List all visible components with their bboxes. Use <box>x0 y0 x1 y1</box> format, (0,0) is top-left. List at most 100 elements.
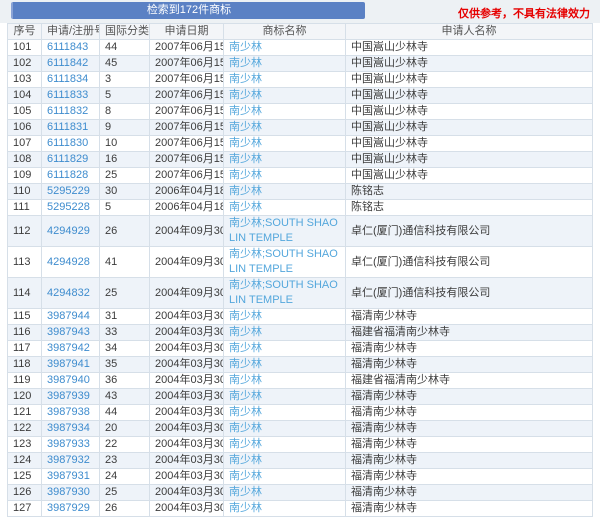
cell-applicant: 中国嵩山少林寺 <box>345 39 593 56</box>
cell-cls: 24 <box>99 468 150 485</box>
reg-number-link[interactable]: 3987940 <box>47 374 90 386</box>
mark-name-link[interactable]: 南少林 <box>229 470 262 482</box>
cell-mark: 南少林 <box>223 55 346 72</box>
cell-no: 127 <box>7 500 42 517</box>
reg-number-link[interactable]: 3987942 <box>47 342 90 354</box>
reg-number-link[interactable]: 3987939 <box>47 390 90 402</box>
result-count-banner: 检索到172件商标 <box>11 2 365 19</box>
mark-name-link[interactable]: 南少林;SOUTH SHAOLIN TEMPLE <box>229 248 338 275</box>
reg-number-link[interactable]: 3987938 <box>47 406 90 418</box>
table-row: 103 6111834 32007年06月15日南少林 中国嵩山少林寺 <box>7 71 593 88</box>
reg-number-link[interactable]: 6111828 <box>47 169 89 181</box>
table-row: 119 3987940 362004年03月30日南少林 福建省福清南少林寺 <box>7 372 593 389</box>
cell-applicant: 福建省福清南少林寺 <box>345 324 593 341</box>
reg-number-link[interactable]: 6111829 <box>47 153 89 165</box>
column-header-reg: 申请/注册号 <box>41 23 100 40</box>
cell-mark: 南少林 <box>223 484 346 501</box>
mark-name-link[interactable]: 南少林 <box>229 105 262 117</box>
reg-number-link[interactable]: 4294832 <box>47 286 90 299</box>
mark-name-link[interactable]: 南少林 <box>229 185 262 197</box>
table-row: 118 3987941 352004年03月30日南少林 福清南少林寺 <box>7 356 593 373</box>
cell-mark: 南少林 <box>223 436 346 453</box>
reg-number-link[interactable]: 3987933 <box>47 438 90 450</box>
mark-name-link[interactable]: 南少林 <box>229 73 262 85</box>
mark-name-link[interactable]: 南少林 <box>229 358 262 370</box>
cell-applicant: 中国嵩山少林寺 <box>345 103 593 120</box>
mark-name-link[interactable]: 南少林 <box>229 406 262 418</box>
mark-name-link[interactable]: 南少林 <box>229 486 262 498</box>
reg-number-link[interactable]: 6111842 <box>47 57 89 69</box>
reg-number-link[interactable]: 3987941 <box>47 358 90 370</box>
mark-name-link[interactable]: 南少林 <box>229 326 262 338</box>
reg-number-link[interactable]: 6111833 <box>47 89 89 101</box>
mark-name-link[interactable]: 南少林 <box>229 201 262 213</box>
cell-reg: 6111831 <box>41 119 100 136</box>
reg-number-link[interactable]: 4294928 <box>47 255 90 268</box>
mark-name-link[interactable]: 南少林 <box>229 438 262 450</box>
mark-name-link[interactable]: 南少林;SOUTH SHAOLIN TEMPLE <box>229 279 338 306</box>
reg-number-link[interactable]: 3987931 <box>47 470 90 482</box>
cell-date: 2004年03月30日 <box>149 308 224 325</box>
reg-number-link[interactable]: 6111843 <box>47 41 89 53</box>
mark-name-link[interactable]: 南少林 <box>229 57 262 69</box>
mark-name-link[interactable]: 南少林 <box>229 153 262 165</box>
reg-number-link[interactable]: 5295228 <box>47 201 90 213</box>
table-row: 121 3987938 442004年03月30日南少林 福清南少林寺 <box>7 404 593 421</box>
mark-name-link[interactable]: 南少林 <box>229 89 262 101</box>
cell-mark: 南少林 <box>223 372 346 389</box>
cell-no: 105 <box>7 103 42 120</box>
cell-reg: 3987940 <box>41 372 100 389</box>
mark-name-link[interactable]: 南少林 <box>229 374 262 386</box>
reg-number-link[interactable]: 6111834 <box>47 73 89 85</box>
cell-cls: 26 <box>99 500 150 517</box>
reg-number-link[interactable]: 6111831 <box>47 121 89 133</box>
reg-number-link[interactable]: 3987930 <box>47 486 90 498</box>
mark-name-link[interactable]: 南少林 <box>229 454 262 466</box>
reg-number-link[interactable]: 3987929 <box>47 502 90 514</box>
cell-no: 119 <box>7 372 42 389</box>
cell-applicant: 卓仁(厦门)通信科技有限公司 <box>345 277 593 309</box>
mark-name-link[interactable]: 南少林 <box>229 121 262 133</box>
reg-number-link[interactable]: 6111832 <box>47 105 89 117</box>
cell-applicant: 中国嵩山少林寺 <box>345 87 593 104</box>
reg-number-link[interactable]: 6111830 <box>47 137 89 149</box>
mark-name-link[interactable]: 南少林 <box>229 422 262 434</box>
mark-name-link[interactable]: 南少林;SOUTH SHAOLIN TEMPLE <box>229 217 338 244</box>
cell-reg: 3987931 <box>41 468 100 485</box>
column-header-cls: 国际分类 <box>99 23 150 40</box>
table-row: 123 3987933 222004年03月30日南少林 福清南少林寺 <box>7 436 593 453</box>
mark-name-link[interactable]: 南少林 <box>229 310 262 322</box>
cell-cls: 33 <box>99 324 150 341</box>
table-row: 120 3987939 432004年03月30日南少林 福清南少林寺 <box>7 388 593 405</box>
cell-no: 104 <box>7 87 42 104</box>
cell-date: 2004年03月30日 <box>149 420 224 437</box>
cell-cls: 41 <box>99 246 150 278</box>
column-header-no: 序号 <box>7 23 42 40</box>
reg-number-link[interactable]: 3987934 <box>47 422 90 434</box>
mark-name-link[interactable]: 南少林 <box>229 502 262 514</box>
reg-number-link[interactable]: 3987944 <box>47 310 90 322</box>
cell-reg: 6111829 <box>41 151 100 168</box>
cell-reg: 6111834 <box>41 71 100 88</box>
cell-cls: 20 <box>99 420 150 437</box>
mark-name-link[interactable]: 南少林 <box>229 41 262 53</box>
mark-name-link[interactable]: 南少林 <box>229 169 262 181</box>
cell-mark: 南少林 <box>223 324 346 341</box>
cell-cls: 45 <box>99 55 150 72</box>
mark-name-link[interactable]: 南少林 <box>229 390 262 402</box>
reg-number-link[interactable]: 4294929 <box>47 224 90 237</box>
cell-applicant: 中国嵩山少林寺 <box>345 151 593 168</box>
cell-no: 125 <box>7 468 42 485</box>
cell-date: 2006年04月18日 <box>149 183 224 200</box>
mark-name-link[interactable]: 南少林 <box>229 137 262 149</box>
cell-mark: 南少林 <box>223 420 346 437</box>
reg-number-link[interactable]: 3987943 <box>47 326 90 338</box>
reg-number-link[interactable]: 5295229 <box>47 185 90 197</box>
results-table: 序号 申请/注册号 国际分类 申请日期 商标名称 申请人名称 101 6111843 44 20… <box>7 23 593 517</box>
reg-number-link[interactable]: 3987932 <box>47 454 90 466</box>
mark-name-link[interactable]: 南少林 <box>229 342 262 354</box>
top-bar: 检索到172件商标 仅供参考，不具有法律效力 <box>0 0 600 23</box>
cell-applicant: 福清南少林寺 <box>345 420 593 437</box>
cell-mark: 南少林 <box>223 39 346 56</box>
cell-no: 115 <box>7 308 42 325</box>
